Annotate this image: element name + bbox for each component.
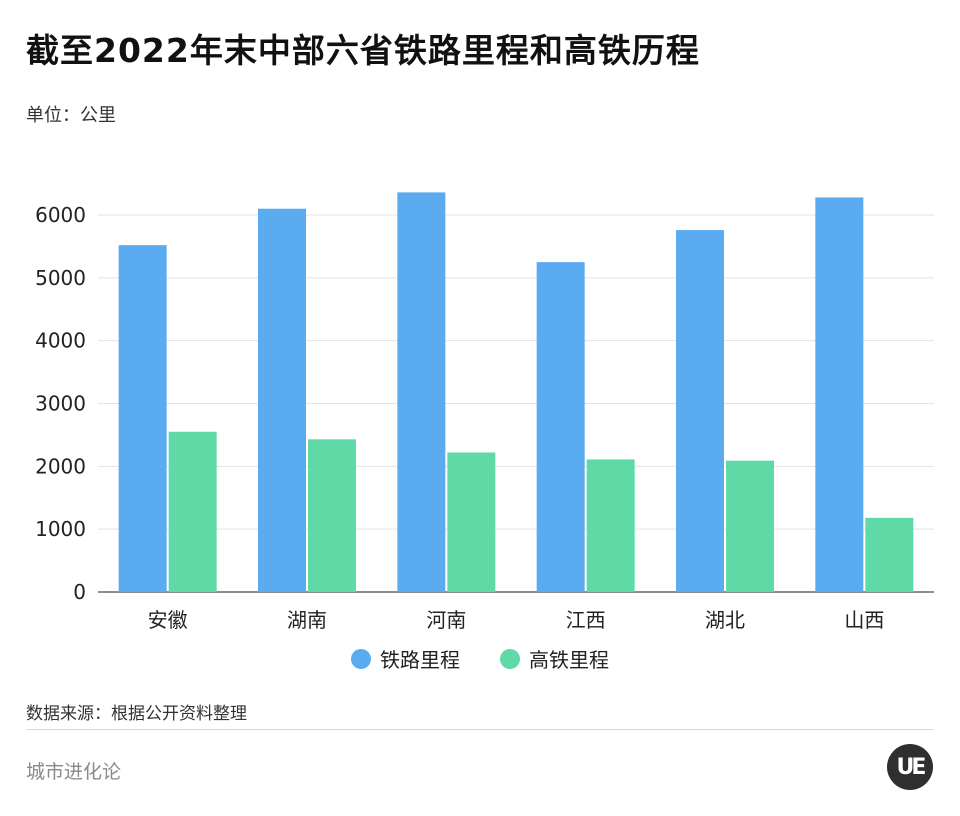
bar-high-speed-5 <box>865 517 914 592</box>
bar-high-speed-1 <box>308 439 356 592</box>
bar-railway-0 <box>118 245 167 592</box>
x-category-label: 湖北 <box>705 608 745 632</box>
bar-high-speed-0 <box>168 431 217 592</box>
brand-logo: UE <box>887 744 933 790</box>
bar-railway-4 <box>676 230 724 592</box>
y-tick-label: 5000 <box>35 266 86 290</box>
legend-item-high-speed: 高铁里程 <box>500 644 609 673</box>
legend-swatch-high-speed <box>500 648 520 669</box>
y-tick-label: 3000 <box>35 392 86 416</box>
grid-lines <box>98 214 934 593</box>
y-tick-label: 0 <box>73 580 86 604</box>
y-tick-label: 4000 <box>35 329 86 353</box>
bar-chart: 0 1000 2000 3000 4000 5000 6000 安徽 湖南 河南 江西 湖北 山西 <box>35 192 934 632</box>
bar-high-speed-4 <box>726 460 774 592</box>
chart-title: 截至2022年末中部六省铁路里程和高铁历程 <box>26 31 700 70</box>
y-tick-label: 2000 <box>35 454 86 478</box>
legend-item-railway: 铁路里程 <box>351 644 460 673</box>
source-note: 数据来源：根据公开资料整理 <box>26 704 247 724</box>
legend-label-high-speed: 高铁里程 <box>529 648 609 672</box>
bar-railway-3 <box>536 262 585 592</box>
bar-high-speed-3 <box>586 459 635 592</box>
legend-swatch-railway <box>351 648 371 669</box>
legend-label-railway: 铁路里程 <box>380 648 460 672</box>
divider <box>26 729 934 730</box>
unit-label: 单位：公里 <box>26 105 116 126</box>
x-category-label: 安徽 <box>148 608 188 632</box>
bar-railway-5 <box>815 197 864 592</box>
x-axis-categories: 安徽 湖南 河南 江西 湖北 山西 <box>148 608 885 632</box>
legend: 铁路里程 高铁里程 <box>0 644 960 673</box>
bar-high-speed-2 <box>447 452 496 592</box>
x-category-label: 江西 <box>566 608 606 632</box>
brand-name: 城市进化论 <box>26 761 122 783</box>
y-axis-ticks: 0 1000 2000 3000 4000 5000 6000 <box>35 203 86 604</box>
x-category-label: 山西 <box>844 608 884 632</box>
y-tick-label: 6000 <box>35 203 86 227</box>
x-category-label: 湖南 <box>287 608 327 632</box>
bar-railway-2 <box>397 192 446 592</box>
bars <box>118 192 914 592</box>
bar-railway-1 <box>258 208 306 592</box>
x-category-label: 河南 <box>426 608 466 632</box>
y-tick-label: 1000 <box>35 517 86 541</box>
